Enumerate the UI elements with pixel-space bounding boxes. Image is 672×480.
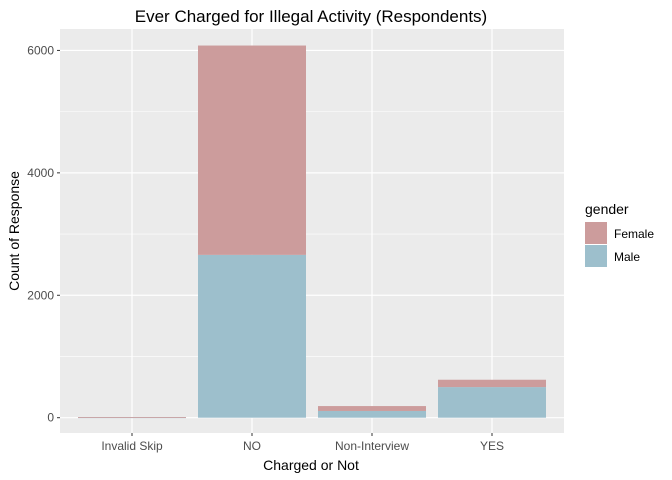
bars xyxy=(78,45,546,419)
legend: gender Female Male xyxy=(585,201,654,267)
bar-female-no xyxy=(198,45,306,255)
x-axis-ticks: Invalid Skip NO Non-Interview YES xyxy=(101,433,504,453)
chart-title: Ever Charged for Illegal Activity (Respo… xyxy=(135,7,487,26)
x-axis-title: Charged or Not xyxy=(263,457,359,473)
x-tick-label: Non-Interview xyxy=(335,439,409,453)
legend-label-male: Male xyxy=(614,250,640,264)
bar-female-yes xyxy=(438,379,546,388)
legend-label-female: Female xyxy=(614,227,654,241)
bar-female-non-interview xyxy=(318,406,426,411)
y-tick-label: 0 xyxy=(47,411,54,425)
bar-male-yes xyxy=(438,387,546,418)
panel-background xyxy=(60,29,564,433)
legend-swatch-female xyxy=(585,222,607,244)
y-tick-label: 6000 xyxy=(27,43,54,57)
bar-female-invalid-skip xyxy=(78,417,186,418)
y-tick-label: 4000 xyxy=(27,166,54,180)
y-axis-ticks: 0 2000 4000 6000 xyxy=(27,43,60,425)
bar-male-no xyxy=(198,254,306,418)
y-tick-label: 2000 xyxy=(27,288,54,302)
legend-swatch-male xyxy=(585,245,607,267)
x-tick-label: NO xyxy=(243,439,261,453)
grid-minor xyxy=(60,111,564,357)
y-axis-title: Count of Response xyxy=(6,171,22,291)
bar-male-non-interview xyxy=(318,410,426,418)
x-tick-label: YES xyxy=(480,439,504,453)
legend-title: gender xyxy=(585,201,629,217)
x-tick-label: Invalid Skip xyxy=(101,439,163,453)
